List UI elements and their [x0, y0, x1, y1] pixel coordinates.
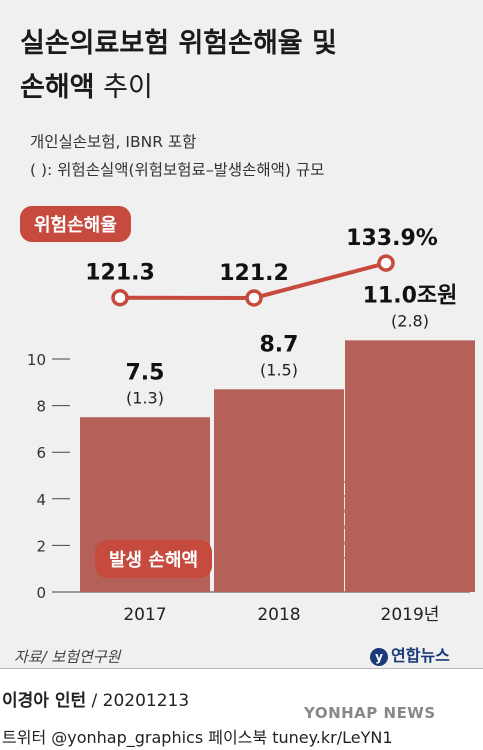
x-tick-label: 2018 [257, 605, 300, 625]
yonhap-logo: y 연합뉴스 [370, 642, 450, 666]
bar-2019년 [345, 340, 475, 592]
rate-value-label: 121.3 [85, 261, 155, 286]
y-tick-label: 2 [36, 537, 46, 555]
rate-value-label: 121.2 [219, 261, 289, 286]
bar-sub-label: (1.3) [126, 388, 164, 407]
x-tick-label: 2019년 [381, 605, 440, 625]
y-tick-label: 4 [36, 491, 46, 509]
bar-value-label: 11.0조원 [363, 283, 458, 308]
y-tick-label: 8 [36, 398, 46, 416]
footer-divider [0, 668, 483, 669]
rate-point [111, 288, 129, 307]
title-bold: 손해액 [20, 72, 95, 103]
footer-date: / 20201213 [86, 691, 190, 711]
bar-value-label: 8.7 [260, 332, 299, 357]
y-tick-label: 0 [36, 584, 46, 602]
yonhap-logo-icon: y [370, 647, 388, 666]
subtitle-1: 개인실손보험, IBNR 포함 [30, 133, 197, 151]
y-tick-label: 10 [27, 351, 46, 369]
loss-legend-pill: 발생 손해액 [95, 540, 213, 578]
watermark: YONHAP NEWS [304, 704, 436, 722]
title-light: 추이 [94, 72, 153, 103]
title-line-1: 실손의료보험 위험손해율 및 [20, 28, 337, 59]
bar-sub-label: (2.8) [391, 311, 429, 330]
bar-sub-label: (1.5) [260, 360, 298, 379]
title-line-2: 손해액 추이 [20, 66, 470, 110]
footer-credit: 이경아 인턴 / 20201213 [2, 686, 189, 711]
bar-2018 [214, 389, 344, 592]
rate-point [377, 254, 395, 272]
bar-value-label: 7.5 [126, 360, 165, 385]
rate-value-label: 133.9% [346, 226, 438, 251]
subtitle-2: ( ): 위험손실액(위험보험료–발생손해액) 규모 [30, 161, 325, 179]
y-tick-label: 6 [36, 444, 46, 462]
logo-text: 연합뉴스 [391, 646, 450, 665]
rate-legend-pill: 위험손해율 [20, 206, 131, 242]
chart-svg: 0 2 4 6 8 10 7.5 (1.3) 2017 8.7 (1.5) 2018 11.0조원 (2… [27, 226, 475, 625]
chart-title: 실손의료보험 위험손해율 및 손해액 추이 [20, 22, 470, 110]
source-note: 자료/ 보험연구원 [14, 648, 121, 666]
rate-point [245, 289, 263, 307]
footer-social: 트위터 @yonhap_graphics 페이스북 tuney.kr/LeYN1 [2, 728, 393, 747]
footer-author: 이경아 인턴 [2, 691, 87, 711]
x-tick-label: 2017 [123, 605, 166, 625]
